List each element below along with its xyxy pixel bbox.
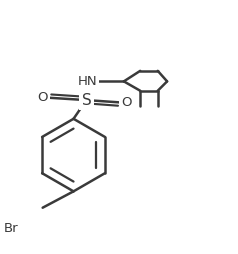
Text: O: O [37,91,48,104]
Text: HN: HN [77,75,97,88]
Text: S: S [82,93,91,108]
Text: O: O [121,96,132,109]
Text: Br: Br [4,221,19,235]
